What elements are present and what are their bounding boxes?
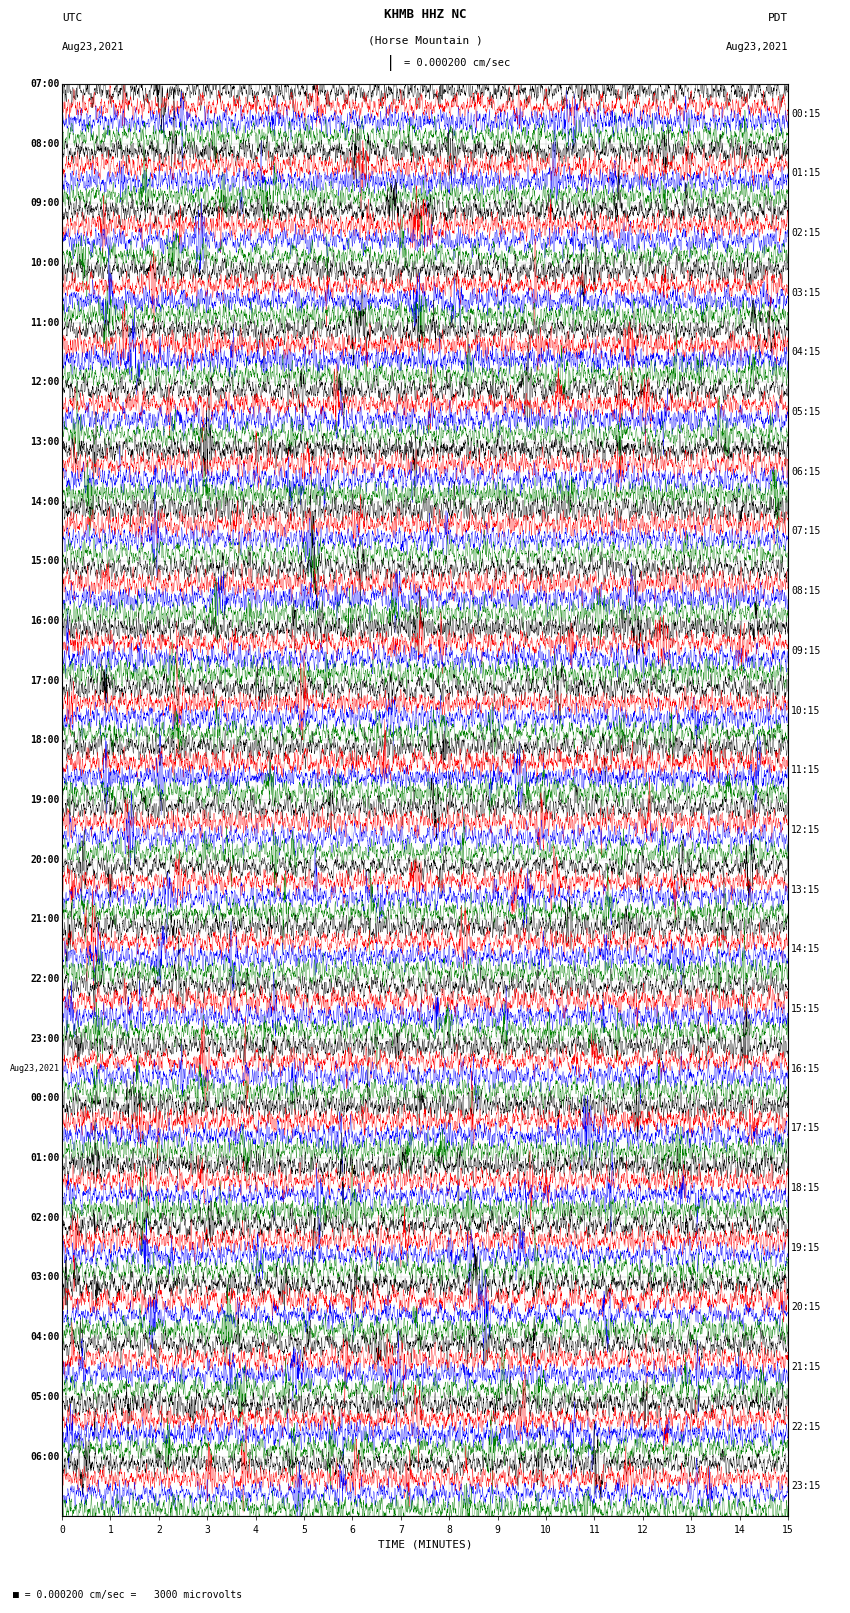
Text: 21:15: 21:15 xyxy=(791,1361,821,1373)
Text: 02:00: 02:00 xyxy=(30,1213,60,1223)
Text: 08:15: 08:15 xyxy=(791,586,821,597)
Text: 13:15: 13:15 xyxy=(791,884,821,895)
Text: 11:15: 11:15 xyxy=(791,765,821,776)
Text: 19:00: 19:00 xyxy=(30,795,60,805)
Text: 21:00: 21:00 xyxy=(30,915,60,924)
Text: Aug23,2021: Aug23,2021 xyxy=(9,1065,60,1073)
Text: 05:00: 05:00 xyxy=(30,1392,60,1402)
Text: 14:00: 14:00 xyxy=(30,497,60,506)
X-axis label: TIME (MINUTES): TIME (MINUTES) xyxy=(377,1539,473,1550)
Text: KHMB HHZ NC: KHMB HHZ NC xyxy=(383,8,467,21)
Text: 20:15: 20:15 xyxy=(791,1302,821,1313)
Text: 09:00: 09:00 xyxy=(30,198,60,208)
Text: 04:15: 04:15 xyxy=(791,347,821,358)
Text: 13:00: 13:00 xyxy=(30,437,60,447)
Text: 06:15: 06:15 xyxy=(791,466,821,477)
Text: 10:15: 10:15 xyxy=(791,705,821,716)
Text: (Horse Mountain ): (Horse Mountain ) xyxy=(367,35,483,45)
Text: = 0.000200 cm/sec: = 0.000200 cm/sec xyxy=(404,58,510,68)
Text: 22:15: 22:15 xyxy=(791,1421,821,1432)
Text: Aug23,2021: Aug23,2021 xyxy=(725,42,788,52)
Text: 18:15: 18:15 xyxy=(791,1182,821,1194)
Text: 15:00: 15:00 xyxy=(30,556,60,566)
Text: 22:00: 22:00 xyxy=(30,974,60,984)
Text: 23:00: 23:00 xyxy=(30,1034,60,1044)
Text: 10:00: 10:00 xyxy=(30,258,60,268)
Text: 06:00: 06:00 xyxy=(30,1452,60,1461)
Text: 16:15: 16:15 xyxy=(791,1063,821,1074)
Text: 02:15: 02:15 xyxy=(791,227,821,239)
Text: 15:15: 15:15 xyxy=(791,1003,821,1015)
Text: 17:15: 17:15 xyxy=(791,1123,821,1134)
Text: 03:00: 03:00 xyxy=(30,1273,60,1282)
Text: 18:00: 18:00 xyxy=(30,736,60,745)
Text: 16:00: 16:00 xyxy=(30,616,60,626)
Text: 01:15: 01:15 xyxy=(791,168,821,179)
Text: 03:15: 03:15 xyxy=(791,287,821,298)
Text: |: | xyxy=(387,55,395,71)
Text: 14:15: 14:15 xyxy=(791,944,821,955)
Text: 12:15: 12:15 xyxy=(791,824,821,836)
Text: 07:00: 07:00 xyxy=(30,79,60,89)
Text: 19:15: 19:15 xyxy=(791,1242,821,1253)
Text: PDT: PDT xyxy=(768,13,788,23)
Text: 20:00: 20:00 xyxy=(30,855,60,865)
Text: 09:15: 09:15 xyxy=(791,645,821,656)
Text: ■ = 0.000200 cm/sec =   3000 microvolts: ■ = 0.000200 cm/sec = 3000 microvolts xyxy=(13,1590,242,1600)
Text: 07:15: 07:15 xyxy=(791,526,821,537)
Text: 05:15: 05:15 xyxy=(791,406,821,418)
Text: 23:15: 23:15 xyxy=(791,1481,821,1492)
Text: 00:00: 00:00 xyxy=(30,1094,60,1103)
Text: 04:00: 04:00 xyxy=(30,1332,60,1342)
Text: 01:00: 01:00 xyxy=(30,1153,60,1163)
Text: 12:00: 12:00 xyxy=(30,377,60,387)
Text: UTC: UTC xyxy=(62,13,82,23)
Text: Aug23,2021: Aug23,2021 xyxy=(62,42,125,52)
Text: 00:15: 00:15 xyxy=(791,108,821,119)
Text: 11:00: 11:00 xyxy=(30,318,60,327)
Text: 17:00: 17:00 xyxy=(30,676,60,686)
Text: 08:00: 08:00 xyxy=(30,139,60,148)
